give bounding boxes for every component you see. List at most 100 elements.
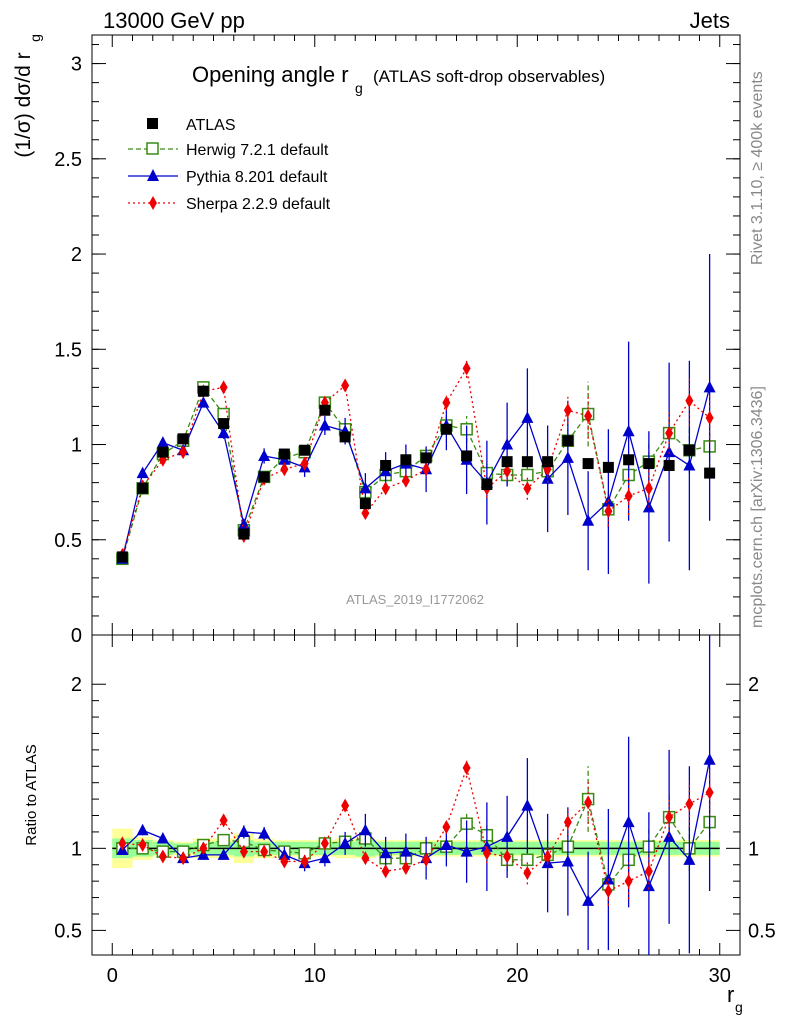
ratio-pythia-point bbox=[480, 840, 493, 852]
main-sherpa-point bbox=[280, 462, 289, 477]
ratio-sherpa-point bbox=[138, 838, 147, 853]
ratio-sherpa-point bbox=[260, 844, 269, 859]
main-y-label-text: (1/σ) dσ/d r bbox=[12, 52, 35, 157]
legend-herwig-marker bbox=[146, 142, 159, 155]
ratio-sherpa-point bbox=[624, 874, 633, 889]
main-atlas-point bbox=[258, 471, 270, 483]
main-sherpa-point bbox=[442, 395, 451, 410]
ratio-series-sherpa bbox=[118, 758, 714, 906]
ratio-sherpa-point bbox=[422, 852, 431, 867]
x-label-text: r bbox=[727, 982, 734, 1007]
ratio-pythia-point bbox=[136, 823, 149, 836]
ratio-sherpa-point bbox=[503, 849, 512, 864]
ratio-sherpa-point bbox=[179, 851, 188, 866]
main-atlas-point bbox=[663, 459, 675, 471]
main-atlas-point bbox=[238, 528, 250, 540]
main-atlas-point bbox=[319, 404, 331, 416]
main-pythia-point bbox=[217, 426, 230, 439]
main-atlas-point bbox=[400, 454, 412, 466]
legend-atlas-label: ATLAS bbox=[186, 117, 236, 134]
ratio-pythia-point bbox=[379, 846, 392, 859]
main-atlas-point bbox=[339, 431, 351, 443]
legend-entry-pythia: Pythia 8.201 default bbox=[128, 169, 328, 186]
main-atlas-point bbox=[278, 448, 290, 460]
ratio-sherpa-point bbox=[442, 820, 451, 834]
main-y-tick-label: 1.5 bbox=[54, 339, 82, 361]
ratio-pythia-point bbox=[258, 827, 271, 839]
ratio-pythia-point bbox=[460, 845, 473, 857]
main-sherpa-point bbox=[644, 481, 653, 496]
ratio-sherpa-point bbox=[239, 844, 248, 859]
ratio-sherpa-point bbox=[280, 854, 289, 869]
main-atlas-point bbox=[177, 433, 189, 445]
main-y-axis-label: (1/σ) dσ/d r g bbox=[12, 34, 43, 158]
title-subscript: g bbox=[355, 80, 363, 96]
ratio-pythia-point bbox=[440, 838, 453, 851]
main-sherpa-line bbox=[121, 366, 711, 556]
main-sherpa-point bbox=[361, 506, 370, 521]
main-sherpa-point bbox=[341, 378, 350, 393]
ratio-pythia-point bbox=[237, 825, 250, 837]
ratio-pythia-point bbox=[602, 873, 615, 885]
ratio-frame bbox=[91, 634, 741, 956]
main-sherpa-point bbox=[563, 403, 572, 418]
main-series-atlas bbox=[116, 385, 716, 563]
title-main: Opening angle r bbox=[192, 62, 349, 87]
main-atlas-point bbox=[461, 450, 473, 462]
main-atlas-point bbox=[542, 456, 554, 468]
ratio-sherpa-point bbox=[685, 797, 694, 812]
ratio-pythia-point bbox=[683, 853, 696, 865]
main-y-tick-label: 2.5 bbox=[54, 149, 82, 171]
main-sherpa-point bbox=[705, 410, 714, 425]
main-atlas-point bbox=[481, 479, 493, 491]
legend-entry-herwig: Herwig 7.2.1 default bbox=[128, 142, 329, 159]
ratio-pythia-point bbox=[582, 894, 595, 906]
ratio-x-tick-label: 10 bbox=[304, 965, 326, 987]
main-herwig-point bbox=[217, 407, 230, 421]
main-pythia-point bbox=[561, 451, 574, 463]
ratio-pythia-point bbox=[501, 830, 514, 842]
x-label-sub: g bbox=[735, 999, 743, 1015]
main-sherpa-point bbox=[503, 464, 512, 479]
main-atlas-point bbox=[137, 482, 149, 494]
ratio-pythia-point bbox=[521, 799, 534, 811]
ratio-sherpa-point bbox=[118, 836, 127, 851]
ratio-y-tick-label: 0.5 bbox=[54, 920, 82, 942]
ratio-pythia-point bbox=[156, 831, 169, 844]
main-series-pythia bbox=[116, 254, 716, 584]
ratio-y-tick-label-right: 0.5 bbox=[748, 920, 776, 942]
main-y-tick-label: 2 bbox=[71, 244, 82, 266]
ratio-pythia-point bbox=[622, 815, 635, 828]
ratio-herwig-point bbox=[521, 853, 534, 867]
ratio-pythia-line bbox=[121, 759, 711, 902]
ratio-y-tick-label: 2 bbox=[71, 674, 82, 696]
main-herwig-point bbox=[521, 468, 534, 482]
main-sherpa-point bbox=[665, 426, 674, 441]
main-atlas-point bbox=[623, 454, 635, 466]
ratio-pythia-point bbox=[339, 836, 352, 849]
ratio-sherpa-point bbox=[705, 785, 714, 800]
ratio-sherpa-point bbox=[320, 836, 329, 851]
main-y-tick-label: 0.5 bbox=[54, 530, 82, 552]
main-sherpa-point bbox=[179, 445, 188, 460]
category-label: Jets bbox=[690, 8, 730, 33]
legend-entry-sherpa: Sherpa 2.2.9 default bbox=[128, 196, 331, 213]
main-sherpa-point bbox=[624, 488, 633, 503]
main-plot-panel: 0 0.5 1 1.5 2 2.5 3 bbox=[54, 34, 741, 647]
ratio-sherpa-point bbox=[300, 854, 309, 869]
main-sherpa-point bbox=[523, 481, 532, 496]
legend-sherpa-label: Sherpa 2.2.9 default bbox=[186, 196, 331, 213]
ratio-sherpa-point bbox=[482, 846, 491, 861]
main-series-herwig bbox=[116, 381, 716, 566]
ratio-y-tick-label-right: 2 bbox=[748, 674, 759, 696]
ratio-pythia-point bbox=[217, 848, 230, 860]
main-pythia-point bbox=[318, 418, 331, 431]
main-atlas-point bbox=[602, 461, 614, 473]
legend-sherpa-marker bbox=[149, 196, 157, 210]
ratio-x-tick-label: 30 bbox=[709, 965, 731, 987]
main-sherpa-point bbox=[604, 504, 613, 519]
main-atlas-point bbox=[582, 458, 594, 470]
main-atlas-point bbox=[683, 444, 695, 456]
ratio-sherpa-point bbox=[665, 810, 674, 825]
